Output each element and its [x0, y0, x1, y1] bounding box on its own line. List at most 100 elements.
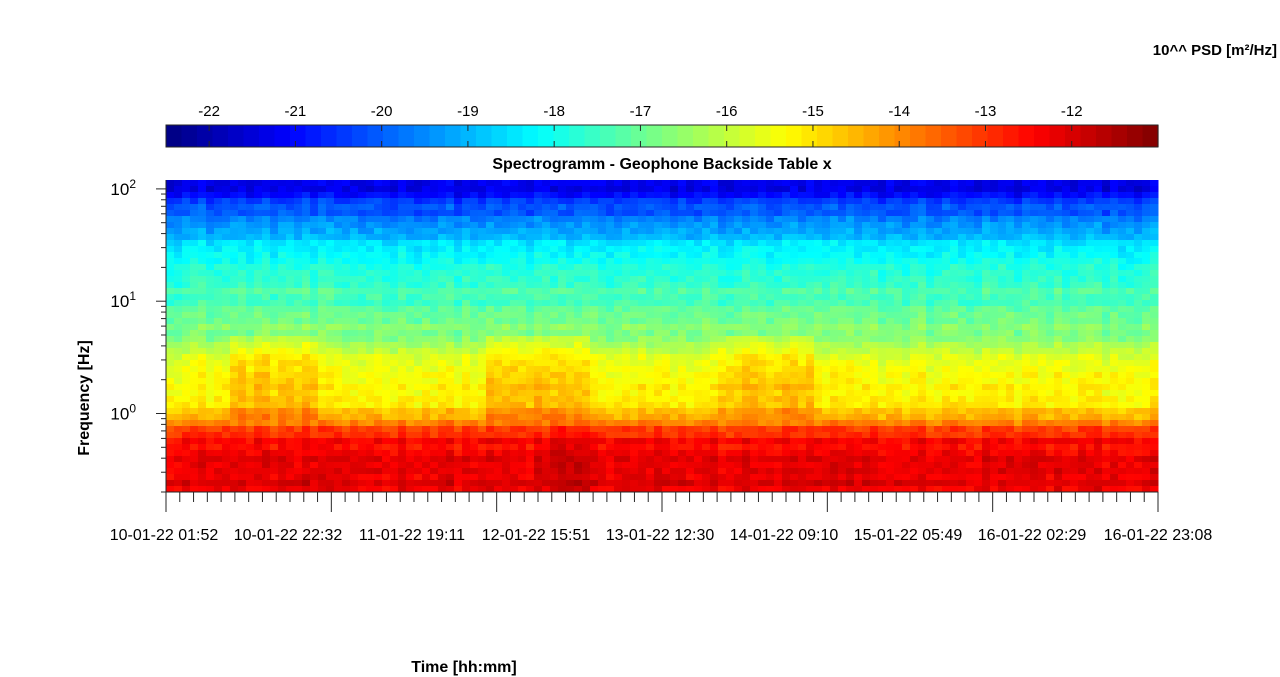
spectrogram-cell [190, 318, 199, 325]
spectrogram-cell [894, 216, 903, 223]
spectrogram-cell [558, 234, 567, 241]
spectrogram-cell [774, 312, 783, 319]
spectrogram-cell [326, 258, 335, 265]
spectrogram-cell [422, 282, 431, 289]
spectrogram-cell [398, 372, 407, 379]
spectrogram-cell [182, 180, 191, 187]
spectrogram-cell [366, 252, 375, 259]
spectrogram-cell [534, 210, 543, 217]
spectrogram-cell [326, 240, 335, 247]
spectrogram-cell [1030, 324, 1039, 331]
spectrogram-cell [566, 300, 575, 307]
spectrogram-cell [478, 192, 487, 199]
spectrogram-cell [638, 408, 647, 415]
spectrogram-cell [750, 258, 759, 265]
spectrogram-cell [758, 192, 767, 199]
spectrogram-cell [1046, 210, 1055, 217]
spectrogram-cell [318, 240, 327, 247]
spectrogram-cell [342, 360, 351, 367]
spectrogram-cell [366, 348, 375, 355]
spectrogram-cell [686, 318, 695, 325]
spectrogram-cell [310, 234, 319, 241]
spectrogram-cell [950, 210, 959, 217]
spectrogram-cell [478, 414, 487, 421]
spectrogram-cell [414, 234, 423, 241]
spectrogram-cell [254, 378, 263, 385]
spectrogram-cell [630, 288, 639, 295]
spectrogram-cell [638, 396, 647, 403]
spectrogram-cell [166, 402, 175, 409]
spectrogram-cell [582, 228, 591, 235]
spectrogram-cell [238, 348, 247, 355]
spectrogram-cell [438, 408, 447, 415]
colorbar-cell [166, 125, 183, 147]
spectrogram-cell [246, 204, 255, 211]
spectrogram-cell [926, 264, 935, 271]
spectrogram-cell [526, 300, 535, 307]
spectrogram-cell [446, 324, 455, 331]
spectrogram-cell [414, 390, 423, 397]
spectrogram-cell [870, 180, 879, 187]
spectrogram-cell [1038, 294, 1047, 301]
spectrogram-cell [1118, 222, 1127, 229]
spectrogram-cell [902, 360, 911, 367]
spectrogram-cell [822, 294, 831, 301]
spectrogram-cell [566, 372, 575, 379]
spectrogram-cell [742, 186, 751, 193]
spectrogram-cell [790, 342, 799, 349]
spectrogram-cell [494, 324, 503, 331]
spectrogram-cell [774, 330, 783, 337]
spectrogram-cell [478, 372, 487, 379]
spectrogram-cell [678, 216, 687, 223]
spectrogram-cell [430, 378, 439, 385]
spectrogram-cell [510, 402, 519, 409]
spectrogram-cell [598, 378, 607, 385]
spectrogram-cell [982, 306, 991, 313]
spectrogram-cell [382, 288, 391, 295]
spectrogram-cell [790, 198, 799, 205]
spectrogram-cell [358, 312, 367, 319]
spectrogram-cell [542, 396, 551, 403]
spectrogram-cell [398, 234, 407, 241]
spectrogram-cell [534, 324, 543, 331]
spectrogram-cell [862, 324, 871, 331]
spectrogram-cell [590, 396, 599, 403]
spectrogram-cell [582, 360, 591, 367]
spectrogram-cell [326, 186, 335, 193]
spectrogram-cell [1022, 300, 1031, 307]
spectrogram-cell [1046, 186, 1055, 193]
spectrogram-cell [590, 324, 599, 331]
spectrogram-cell [910, 282, 919, 289]
spectrogram-cell [318, 294, 327, 301]
spectrogram-cell [390, 252, 399, 259]
spectrogram-cell [942, 300, 951, 307]
spectrogram-cell [646, 336, 655, 343]
spectrogram-cell [1118, 336, 1127, 343]
spectrogram-cell [462, 258, 471, 265]
spectrogram-cell [982, 366, 991, 373]
spectrogram-cell [430, 366, 439, 373]
spectrogram-cell [1134, 258, 1143, 265]
spectrogram-cell [950, 300, 959, 307]
spectrogram-cell [798, 228, 807, 235]
spectrogram-cell [302, 234, 311, 241]
spectrogram-cell [614, 288, 623, 295]
spectrogram-cell [302, 222, 311, 229]
spectrogram-cell [462, 336, 471, 343]
spectrogram-cell [830, 264, 839, 271]
spectrogram-cell [198, 360, 207, 367]
spectrogram-cell [686, 240, 695, 247]
spectrogram-cell [438, 330, 447, 337]
spectrogram-cell [830, 204, 839, 211]
spectrogram-cell [910, 186, 919, 193]
spectrogram-cell [982, 330, 991, 337]
spectrogram-cell [590, 312, 599, 319]
spectrogram-cell [446, 396, 455, 403]
spectrogram-cell [1150, 222, 1159, 229]
spectrogram-cell [406, 312, 415, 319]
spectrogram-cell [766, 210, 775, 217]
spectrogram-cell [606, 312, 615, 319]
spectrogram-cell [582, 300, 591, 307]
spectrogram-cell [950, 216, 959, 223]
spectrogram-cell [166, 204, 175, 211]
